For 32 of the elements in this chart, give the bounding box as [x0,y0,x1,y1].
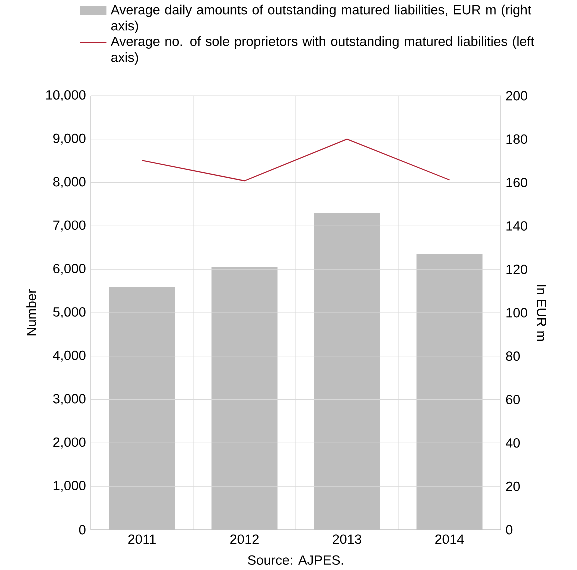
x-tick-label: 2011 [128,534,156,544]
y2-axis-title: In EUR m [537,285,546,341]
y2-tick-label: 140 [506,221,528,231]
y2-tick-label: 160 [506,178,528,188]
source-note: Source: AJPES. [248,556,344,566]
y2-tick-label: 40 [506,438,520,448]
y-tick-label: 5,000 [53,307,86,319]
x-tick-label: 2014 [436,534,464,544]
y2-tick-label: 100 [506,308,528,318]
y2-tick-label: 120 [506,264,528,274]
y-tick-label: 0 [79,525,86,535]
y-tick-label: 6,000 [54,264,86,276]
y2-tick-label: 180 [506,134,528,144]
y-tick-label: 10,000 [46,90,86,102]
y2-tick-label: 200 [506,91,528,101]
y2-tick-label: 20 [506,482,520,492]
y-tick-label: 4,000 [53,350,86,362]
y2-tick-label: 60 [506,395,520,405]
x-tick-label: 2013 [333,534,362,544]
y-axis-title: Number [26,290,36,336]
y-tick-label: 3,000 [53,394,86,406]
y-tick-label: 1,000 [54,481,86,492]
y2-tick-label: 80 [506,352,520,362]
y-tick-label: 8,000 [54,177,86,188]
y-tick-label: 9,000 [54,134,86,145]
x-tick-label: 2012 [230,534,259,544]
y-tick-label: 7,000 [54,220,86,232]
y2-tick-label: 0 [506,525,513,535]
line-series [142,138,450,182]
legend-label: Average daily amounts of outstanding matured liabilities, EUR m (right axis) [110,4,532,34]
y-tick-label: 2,000 [54,438,86,449]
legend-label: Average no. of sole proprietors with outstanding matured liabilities (left axis) [110,36,534,65]
